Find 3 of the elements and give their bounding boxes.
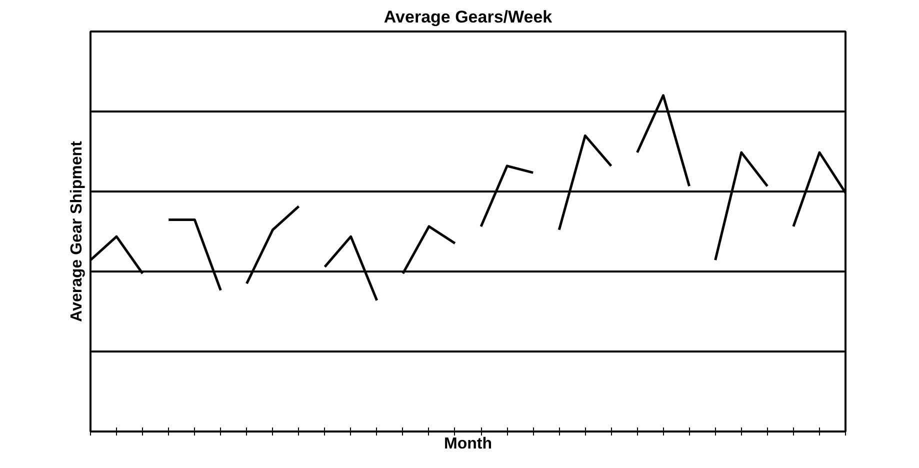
y-axis-title: Average Gear Shipment bbox=[68, 140, 86, 322]
x-axis-title: Month bbox=[444, 436, 492, 452]
chart-title: Average Gears/Week bbox=[384, 8, 553, 26]
